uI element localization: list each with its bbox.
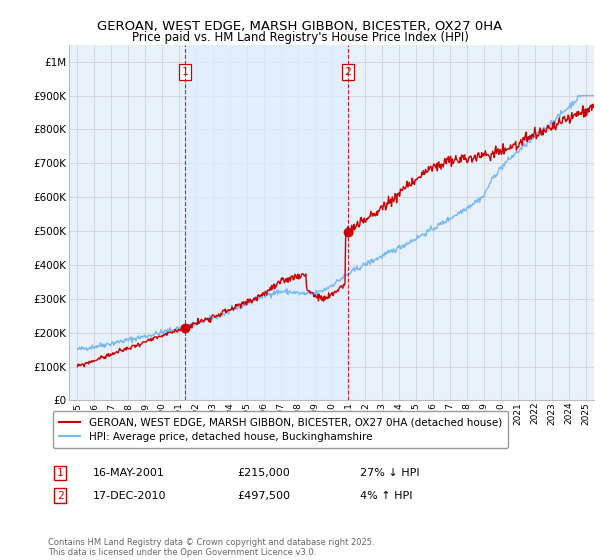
Legend: GEROAN, WEST EDGE, MARSH GIBBON, BICESTER, OX27 0HA (detached house), HPI: Avera: GEROAN, WEST EDGE, MARSH GIBBON, BICESTE… [53, 411, 508, 448]
Text: 2: 2 [344, 67, 351, 77]
Text: 1: 1 [56, 468, 64, 478]
Text: Price paid vs. HM Land Registry's House Price Index (HPI): Price paid vs. HM Land Registry's House … [131, 31, 469, 44]
Text: £497,500: £497,500 [237, 491, 290, 501]
Text: 27% ↓ HPI: 27% ↓ HPI [360, 468, 419, 478]
Text: 16-MAY-2001: 16-MAY-2001 [93, 468, 165, 478]
Text: 1: 1 [182, 67, 189, 77]
Text: 2: 2 [56, 491, 64, 501]
Text: 17-DEC-2010: 17-DEC-2010 [93, 491, 167, 501]
Text: 4% ↑ HPI: 4% ↑ HPI [360, 491, 413, 501]
Bar [185, 45, 348, 400]
Text: Contains HM Land Registry data © Crown copyright and database right 2025.
This d: Contains HM Land Registry data © Crown c… [48, 538, 374, 557]
Text: GEROAN, WEST EDGE, MARSH GIBBON, BICESTER, OX27 0HA: GEROAN, WEST EDGE, MARSH GIBBON, BICESTE… [97, 20, 503, 32]
Text: £215,000: £215,000 [237, 468, 290, 478]
